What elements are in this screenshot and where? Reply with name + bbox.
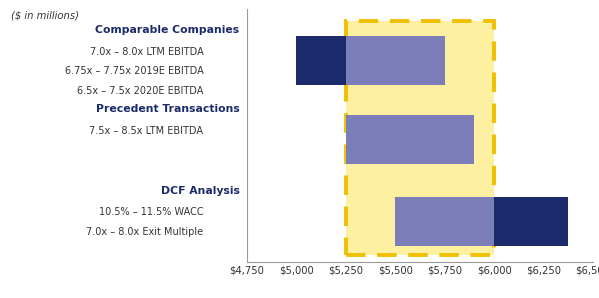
Text: ($ in millions): ($ in millions) (11, 10, 79, 21)
Text: 7.0x – 8.0x Exit Multiple: 7.0x – 8.0x Exit Multiple (86, 227, 203, 237)
Bar (296, 36, 346, 85)
Text: Comparable Companies: Comparable Companies (95, 25, 240, 35)
Text: DCF Analysis: DCF Analysis (161, 186, 240, 195)
Bar (346, 36, 444, 85)
Bar (346, 115, 474, 164)
Text: 6.75x – 7.75x 2019E EBITDA: 6.75x – 7.75x 2019E EBITDA (65, 66, 203, 77)
Text: 7.5x – 8.5x LTM EBITDA: 7.5x – 8.5x LTM EBITDA (89, 126, 203, 136)
Text: 6.5x – 7.5x 2020E EBITDA: 6.5x – 7.5x 2020E EBITDA (77, 86, 203, 96)
Bar (346, 21, 494, 255)
Text: 7.0x – 8.0x LTM EBITDA: 7.0x – 8.0x LTM EBITDA (90, 47, 203, 57)
Bar (395, 197, 494, 246)
Text: Precedent Transactions: Precedent Transactions (96, 104, 240, 114)
Bar (494, 197, 568, 246)
Text: 10.5% – 11.5% WACC: 10.5% – 11.5% WACC (99, 207, 203, 217)
